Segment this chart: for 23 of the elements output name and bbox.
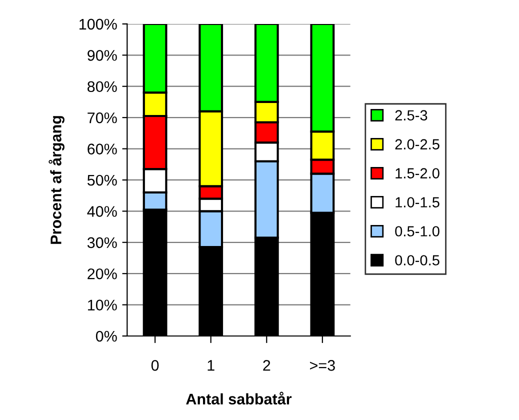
legend-label: 0.0-0.5 <box>395 255 440 266</box>
x-tick-label: 0 <box>151 360 159 371</box>
y-tick-label: 100% <box>80 18 117 30</box>
x-tick-label: >=3 <box>310 360 335 371</box>
x-tick-label: 1 <box>208 360 214 371</box>
legend-label: 2.5-3 <box>395 110 428 120</box>
y-tick-label: 80% <box>88 81 117 92</box>
legend-label: 0.5-1.0 <box>395 226 440 236</box>
y-tick-label: 90% <box>88 50 117 61</box>
y-tick-label: 30% <box>87 237 117 248</box>
y-tick-label: 70% <box>88 112 117 124</box>
y-tick-label: 40% <box>87 206 117 217</box>
y-tick-label: 20% <box>88 268 117 280</box>
x-axis-title: Antal sabbatår <box>186 392 292 405</box>
x-tick-label: 2 <box>263 360 270 371</box>
y-tick-label: 0% <box>96 330 117 342</box>
y-tick-label: 10% <box>88 300 117 310</box>
y-tick-label: 60% <box>88 144 117 154</box>
legend-label: 1.0-1.5 <box>396 197 440 208</box>
y-tick-label: 50% <box>87 174 117 186</box>
y-axis-title: Procent af årgang <box>48 116 64 244</box>
legend-label: 2.0-2.5 <box>395 139 440 150</box>
legend-label: 1.5-2.0 <box>396 168 440 178</box>
